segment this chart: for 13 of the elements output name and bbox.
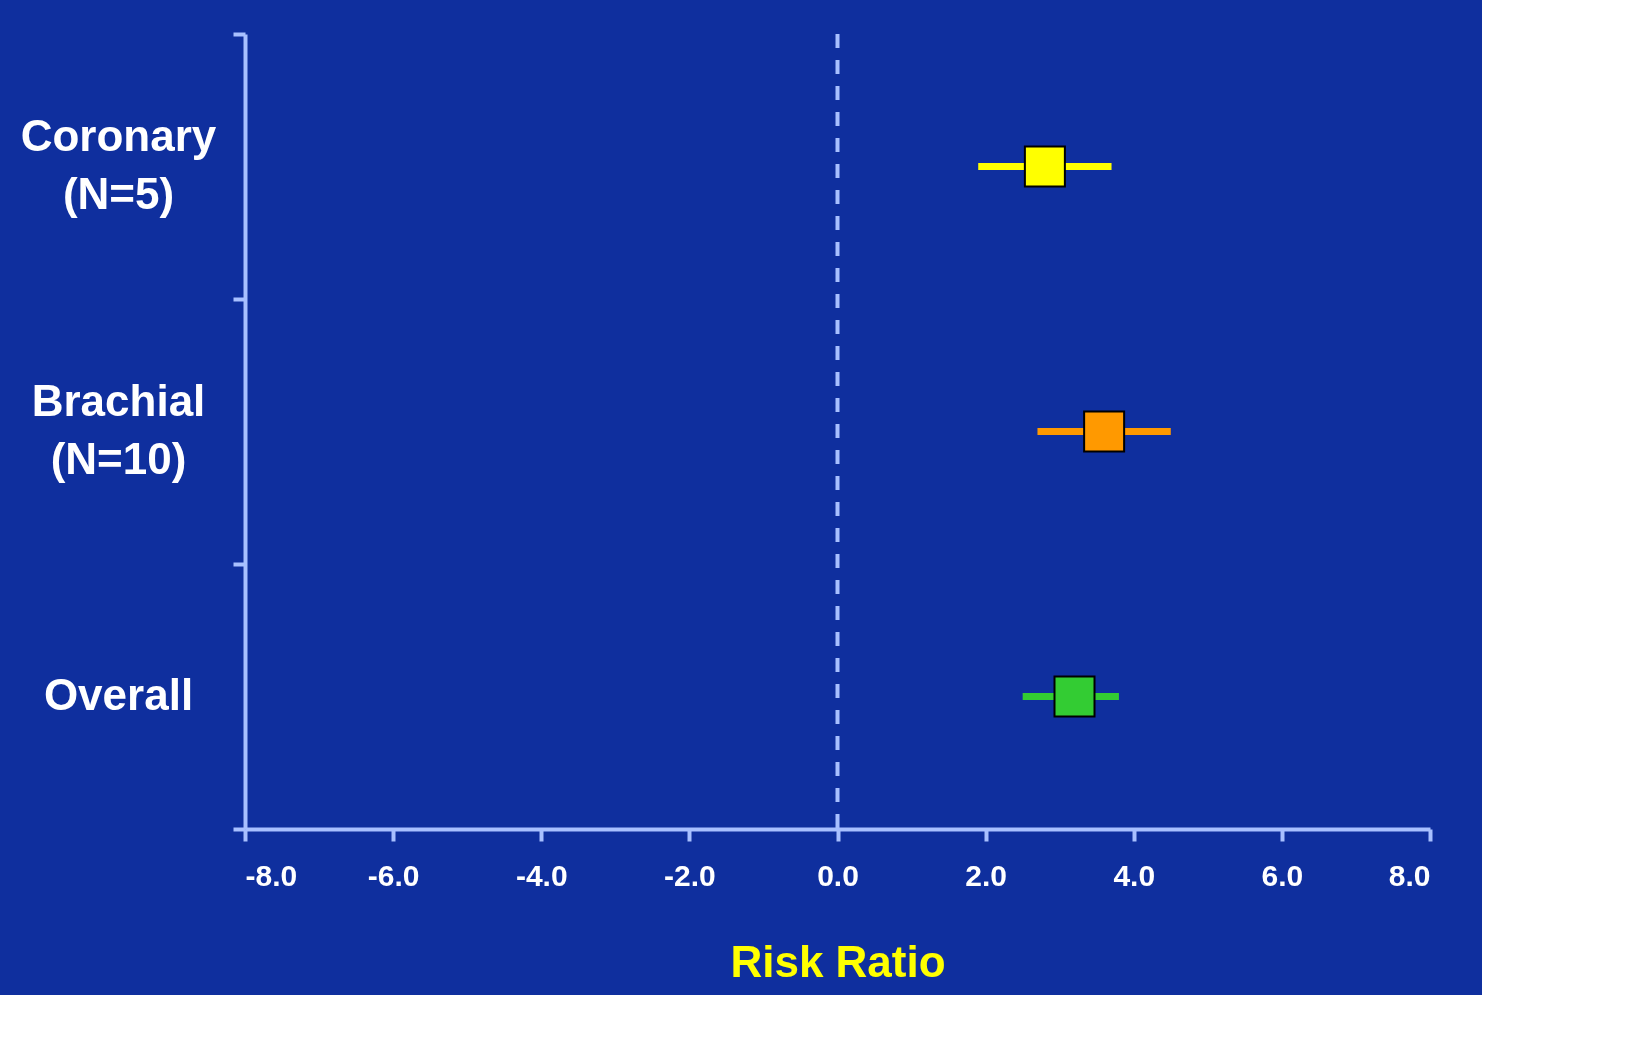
x-tick-label: 8.0: [1388, 858, 1431, 892]
x-tick-label: 4.0: [1113, 858, 1156, 892]
x-axis-title: Risk Ratio: [730, 936, 946, 986]
x-tick-label: -8.0: [245, 858, 298, 892]
x-tick-label: -4.0: [515, 858, 568, 892]
x-tick-label: 2.0: [965, 858, 1007, 892]
x-tick-label: 6.0: [1261, 858, 1304, 892]
y-tick-label: Brachial (N=10): [31, 376, 206, 483]
y-tick-label: Overall: [43, 670, 194, 719]
y-tick-label: Coronary (N=5): [20, 111, 217, 218]
x-tick-label: 0.0: [817, 858, 859, 892]
x-tick-label: -6.0: [367, 858, 420, 892]
x-tick-label: -2.0: [664, 858, 716, 892]
